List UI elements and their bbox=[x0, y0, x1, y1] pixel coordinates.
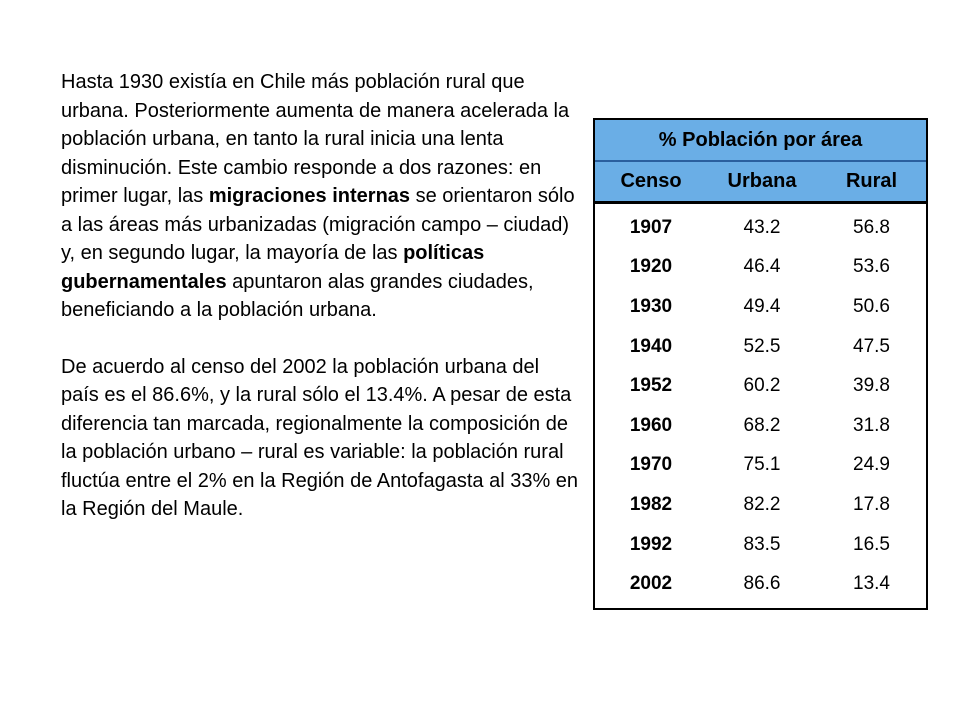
cell-urbana: 86.6 bbox=[743, 573, 781, 595]
cell-urbana: 60.2 bbox=[743, 375, 781, 397]
paragraph-1: Hasta 1930 existía en Chile más població… bbox=[61, 68, 581, 325]
cell-urbana: 43.2 bbox=[743, 216, 781, 238]
cell-urbana: 46.4 bbox=[743, 256, 781, 278]
paragraph-1-bold-1: migraciones internas bbox=[208, 185, 411, 207]
cell-rural: 50.6 bbox=[853, 295, 890, 317]
table-row: 1920 46.4 53.6 bbox=[595, 256, 926, 278]
table-row: 1982 82.2 17.8 bbox=[595, 494, 926, 516]
table-row: 1970 75.1 24.9 bbox=[595, 454, 926, 476]
table-row: 1940 52.5 47.5 bbox=[595, 336, 926, 358]
cell-censo: 1982 bbox=[629, 493, 673, 515]
header-urbana: Urbana bbox=[727, 170, 797, 192]
table-header-row: Censo Urbana Rural bbox=[595, 162, 926, 204]
paragraph-1-part-1: Hasta 1930 existía en Chile más població… bbox=[61, 71, 570, 207]
cell-rural: 47.5 bbox=[853, 335, 890, 357]
table-row: 2002 86.6 13.4 bbox=[595, 573, 926, 595]
cell-rural: 16.5 bbox=[853, 533, 890, 555]
cell-rural: 17.8 bbox=[853, 493, 890, 515]
cell-urbana: 68.2 bbox=[743, 414, 781, 436]
cell-censo: 1940 bbox=[629, 335, 673, 357]
cell-censo: 1930 bbox=[629, 295, 673, 317]
cell-censo: 1952 bbox=[629, 375, 673, 397]
cell-censo: 1920 bbox=[629, 256, 673, 278]
paragraph-1-bold-2: políticas gubernamentales bbox=[61, 242, 485, 293]
cell-censo: 2002 bbox=[629, 573, 673, 595]
cell-censo: 1970 bbox=[629, 454, 673, 476]
cell-rural: 56.8 bbox=[853, 216, 890, 238]
cell-censo: 1907 bbox=[629, 216, 673, 238]
cell-rural: 53.6 bbox=[853, 256, 890, 278]
table-row: 1992 83.5 16.5 bbox=[595, 534, 926, 556]
cell-urbana: 52.5 bbox=[743, 335, 781, 357]
cell-censo: 1960 bbox=[629, 414, 673, 436]
cell-urbana: 83.5 bbox=[743, 533, 781, 555]
cell-censo: 1992 bbox=[629, 533, 673, 555]
table-row: 1930 49.4 50.6 bbox=[595, 296, 926, 318]
cell-rural: 39.8 bbox=[853, 375, 890, 397]
cell-rural: 24.9 bbox=[853, 454, 890, 476]
table-row: 1960 68.2 31.8 bbox=[595, 415, 926, 437]
cell-urbana: 75.1 bbox=[743, 454, 781, 476]
cell-urbana: 49.4 bbox=[743, 295, 781, 317]
cell-rural: 31.8 bbox=[853, 414, 890, 436]
paragraph-1-part-3: apuntaron alas grandes ciudades, benefic… bbox=[61, 270, 534, 322]
table-row: 1907 43.2 56.8 bbox=[595, 217, 926, 239]
header-censo: Censo bbox=[620, 170, 682, 192]
cell-rural: 13.4 bbox=[853, 573, 890, 595]
paragraph-2: De acuerdo al censo del 2002 la població… bbox=[61, 355, 579, 521]
cell-urbana: 82.2 bbox=[743, 493, 781, 515]
header-rural: Rural bbox=[845, 170, 898, 192]
text-block: Hasta 1930 existía en Chile más població… bbox=[61, 68, 581, 524]
table-title: % Población por área bbox=[595, 120, 926, 162]
paragraph-1-part-2: se orientaron sólo a las áreas más urban… bbox=[61, 185, 575, 264]
population-table: % Población por área Censo Urbana Rural … bbox=[593, 118, 928, 610]
table-row: 1952 60.2 39.8 bbox=[595, 375, 926, 397]
table-body: 1907 43.2 56.8 1920 46.4 53.6 1930 49.4 50.6 1… bbox=[595, 204, 926, 606]
